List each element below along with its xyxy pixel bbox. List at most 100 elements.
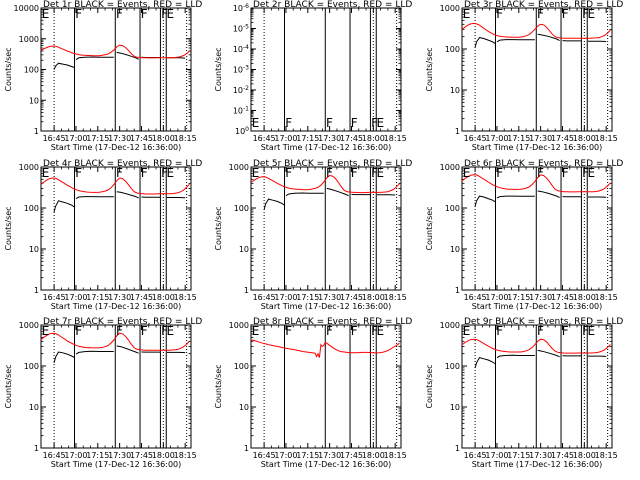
flag-letter: F (285, 166, 292, 180)
flag-letter: F (285, 116, 292, 130)
flag-letter: F (116, 166, 123, 180)
flag-letter: F (371, 324, 378, 338)
y-tick-label: 10 (29, 96, 39, 105)
flag-letter: F (496, 166, 503, 180)
panel-det-9: Det 9r BLACK = Events, RED = LLD 1 10 100 10… (425, 317, 623, 469)
x-tick-label: 17:15 (507, 451, 530, 460)
x-tick-label: 18:15 (174, 134, 197, 143)
lld-series-line (250, 339, 400, 358)
y-tick-label: 1000 (19, 321, 39, 330)
x-tick-label: 18:00 (573, 293, 596, 302)
lld-series-line (461, 338, 611, 354)
panel-title: Det 1r BLACK = Events, RED = LLD (43, 0, 202, 10)
y-tick-label: 1 (455, 127, 460, 136)
events-series-line (285, 192, 324, 197)
events-series-line (474, 195, 496, 207)
y-tick-label: 1000 (229, 321, 249, 330)
x-tick-label: 16:45 (43, 293, 66, 302)
y-tick-label: 1 (34, 444, 39, 453)
y-axis-label: Counts/sec (425, 364, 434, 408)
x-tick-label: 18:00 (362, 451, 385, 460)
plot-frame (250, 324, 402, 449)
plot-frame (40, 166, 192, 291)
lld-series-line (250, 174, 400, 194)
events-series-line (496, 354, 535, 359)
x-tick-label: 16:45 (43, 134, 66, 143)
panel-det-3: Det 3r BLACK = Events, RED = LLD 1 10 100 10… (425, 0, 623, 152)
panel-det-1: Det 1r BLACK = Events, RED = LLD 1 10 100 10… (4, 0, 202, 152)
flag-letter: F (582, 166, 589, 180)
x-tick-label: 17:15 (86, 134, 109, 143)
x-tick-label: 18:15 (595, 451, 618, 460)
flag-letter: F (161, 7, 168, 21)
lld-series-line (461, 174, 611, 193)
x-tick-label: 17:00 (485, 134, 508, 143)
events-series-line (326, 187, 349, 197)
events-series-line (116, 51, 139, 60)
x-tick-label: 17:30 (108, 451, 131, 460)
x-tick-label: 18:15 (174, 293, 197, 302)
flag-letter: F (161, 324, 168, 338)
x-tick-label: 18:00 (573, 134, 596, 143)
x-tick-label: 16:45 (253, 293, 276, 302)
x-tick-label: 18:00 (152, 293, 175, 302)
x-tick-label: 17:30 (318, 451, 341, 460)
x-axis-label: Start Time (17-Dec-12 16:36:00) (51, 143, 182, 152)
flag-letter: F (141, 324, 148, 338)
x-tick-label: 17:00 (64, 293, 87, 302)
panel-det-7: Det 7r BLACK = Events, RED = LLD 1 10 100 10… (4, 317, 202, 469)
x-tick-label: 17:15 (507, 134, 530, 143)
x-tick-label: 16:45 (464, 451, 487, 460)
x-tick-label: 17:45 (551, 134, 574, 143)
panel-det-8: Det 8r BLACK = Events, RED = LLD 1 10 100 10… (214, 317, 412, 469)
flag-letter: F (582, 324, 589, 338)
flag-letter: E (252, 166, 260, 180)
x-axis-label: Start Time (17-Dec-12 16:36:00) (261, 302, 392, 311)
y-tick-label: 10-3 (233, 65, 249, 75)
x-tick-label: 16:45 (464, 134, 487, 143)
x-tick-label: 18:15 (174, 451, 197, 460)
y-tick-label: 10 (239, 403, 249, 412)
y-tick-label: 1000 (440, 4, 460, 13)
y-tick-label: 100 (234, 362, 249, 371)
panel-title: Det 9r BLACK = Events, RED = LLD (464, 317, 623, 327)
panel-title: Det 8r BLACK = Events, RED = LLD (253, 317, 412, 327)
plot-frame (40, 7, 192, 132)
y-tick-label: 100 (445, 362, 460, 371)
events-series-line (474, 357, 496, 369)
events-series-line (53, 62, 75, 70)
panel-det-5: Det 5r BLACK = Events, RED = LLD 1 10 100 10… (214, 159, 412, 311)
plot-frame (461, 166, 613, 291)
events-series-line (496, 195, 535, 199)
y-axis-label: Counts/sec (4, 206, 13, 250)
flag-letter: E (42, 324, 50, 338)
x-tick-label: 17:00 (274, 134, 297, 143)
panel-title: Det 5r BLACK = Events, RED = LLD (253, 159, 412, 169)
flag-letter: E (377, 116, 385, 130)
flag-letter: F (582, 7, 589, 21)
x-axis-label: Start Time (17-Dec-12 16:36:00) (472, 302, 603, 311)
flag-letter: F (116, 7, 123, 21)
y-tick-label: 10-4 (233, 44, 249, 54)
x-axis-label: Start Time (17-Dec-12 16:36:00) (472, 143, 603, 152)
flag-letter: F (537, 166, 544, 180)
flag-letter: F (75, 324, 82, 338)
flag-letter: E (167, 324, 175, 338)
y-tick-label: 1 (34, 127, 39, 136)
x-tick-label: 17:00 (274, 293, 297, 302)
y-axis-label: Counts/sec (4, 47, 13, 91)
panel-title: Det 2r BLACK = Events, RED = LLD (253, 0, 412, 10)
y-axis-label: Counts/sec (214, 364, 223, 408)
y-tick-label: 10-6 (233, 3, 249, 13)
flag-letter: F (75, 166, 82, 180)
plot-frame (461, 324, 613, 449)
y-tick-label: 10 (239, 245, 249, 254)
y-axis-label: Counts/sec (214, 206, 223, 250)
x-tick-label: 17:30 (529, 451, 552, 460)
events-series-line (263, 198, 285, 211)
x-tick-label: 17:30 (108, 293, 131, 302)
y-tick-label: 10-5 (233, 24, 249, 34)
flag-letter: E (377, 166, 385, 180)
events-series-line (537, 190, 560, 198)
x-axis-label: Start Time (17-Dec-12 16:36:00) (261, 460, 392, 469)
